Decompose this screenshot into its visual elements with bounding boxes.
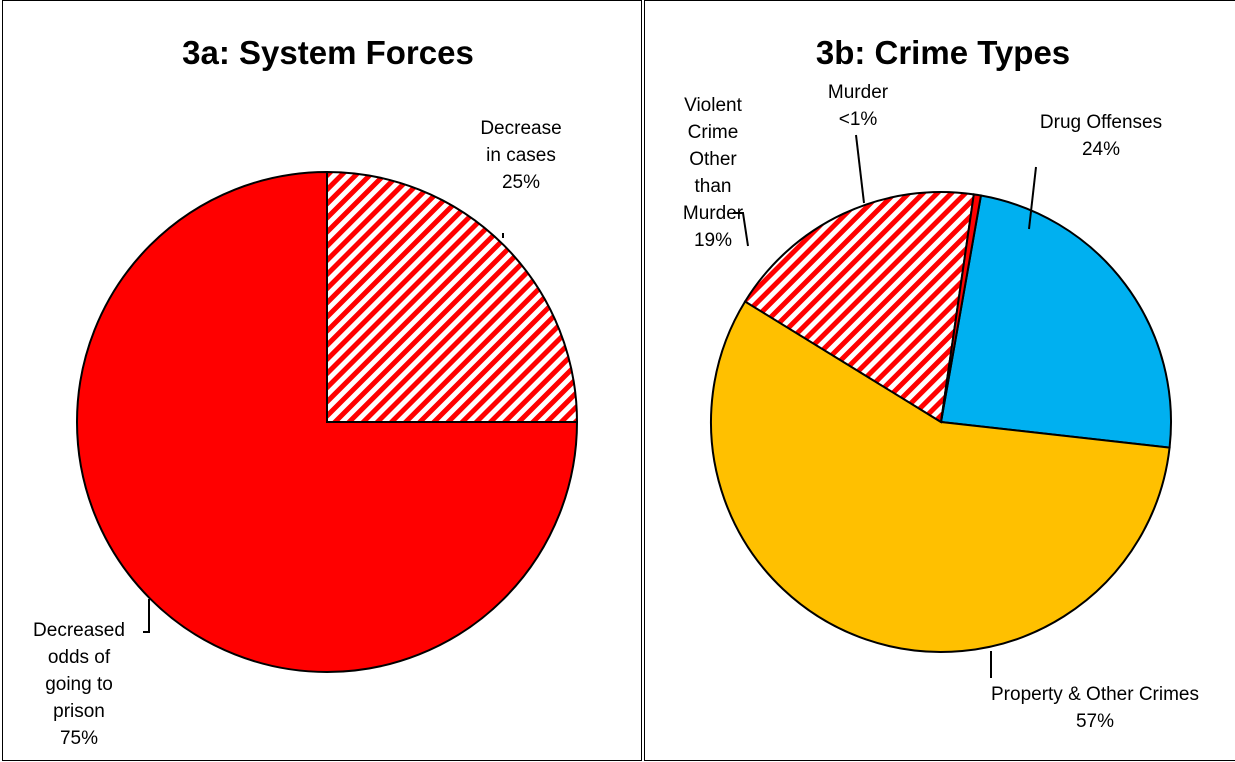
pie-chart-crime-types: 3b: Crime Types Drug Offenses 24% Property… <box>683 34 1199 732</box>
data-label-murder: Murder <1% <box>828 82 889 130</box>
leader-line <box>143 599 150 633</box>
leader-line <box>855 134 865 204</box>
pie-slice-decreased-odds-of-going-to-prison <box>76 170 579 673</box>
data-label-decrease-in-cases: Decrease in cases 25% <box>480 118 561 193</box>
leader-line <box>1028 166 1037 230</box>
leader-line <box>733 212 749 247</box>
data-label-property-other-crimes: Property & Other Crimes 57% <box>991 684 1199 732</box>
chart-panel-crime-types: 3b: Crime Types Drug Offenses 24% Property… <box>644 0 1235 761</box>
pie-chart-system-forces: 3a: System Forces Decrease in cases 25% Dec… <box>33 34 579 749</box>
data-label-decreased-odds-of-going-to-prison: Decreased odds of going to prison 75% <box>33 620 125 749</box>
chart-panel-system-forces: 3a: System Forces Decrease in cases 25% Dec… <box>2 0 642 761</box>
chart-title: 3a: System Forces <box>182 34 474 71</box>
pie-slice-decrease-in-cases <box>326 170 579 423</box>
pie-slice-violent-crime-other-than-murder <box>743 191 975 424</box>
pie-slice-murder <box>940 193 983 423</box>
pie-slice-drug-offenses <box>939 194 1173 449</box>
chart-title: 3b: Crime Types <box>816 34 1070 71</box>
data-label-drug-offenses: Drug Offenses 24% <box>1040 112 1162 160</box>
pie-slice-property-other-crimes <box>710 300 1171 653</box>
data-label-violent-crime-other-than-murder: Violent Crime Other than Murder 19% <box>683 95 744 251</box>
